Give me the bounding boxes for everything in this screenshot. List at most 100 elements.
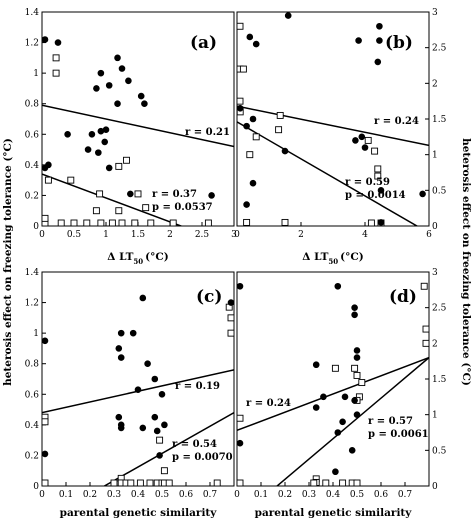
panel-c: 0 0.1 0.2 0.3 0.4 0.5 0.6 0.7 0 0.2 0.4 0.6 0.8 1 1.2 1… (25, 268, 235, 519)
panel-a-filled-circle-point (125, 77, 132, 85)
panel-d-open-square-point (236, 414, 244, 422)
panel-c-open-square-point (156, 436, 164, 444)
panel-d-filled-circle-point (353, 354, 361, 361)
panel-c-open-square-point (41, 418, 49, 426)
panel-a-annotation-r2: r = 0.37 (152, 189, 197, 200)
panel-a-open-square-point (70, 219, 78, 227)
panel-c-fit-line-2 (104, 411, 234, 486)
panel-d-filled-circle-point (353, 347, 361, 354)
panel-d-y-tick-label: 1.5 (432, 375, 447, 385)
panel-c-x-tick-label: 0 (39, 490, 45, 500)
panel-b-filled-circle-point (284, 12, 292, 19)
panel-b-x-tick-label: 0 (234, 230, 240, 240)
panel-b-open-square-point (367, 219, 375, 227)
panel-b-x-axis-title-unit: (°C) (340, 251, 364, 263)
panel-d-x-tick-label: 0.6 (374, 490, 389, 500)
panel-d-y-tick-label: 3 (432, 268, 438, 278)
panel-b-marks: 0 2 4 600.511.522.53 (234, 8, 446, 240)
panel-c-x-tick-label: 0.1 (59, 490, 73, 500)
panel-a-filled-circle-point (54, 39, 62, 46)
panel-a-filled-circle-point (105, 82, 113, 89)
panel-b-filled-circle-point (419, 190, 426, 198)
panel-a-filled-circle-point (141, 100, 148, 108)
panel-c-open-square-point (160, 467, 168, 475)
panel-d-x-tick-label: 0.7 (398, 490, 413, 500)
panel-d-open-square-point (353, 479, 361, 487)
panel-b-y-tick-label: 3 (432, 8, 438, 18)
panel-a-open-square-point (204, 219, 212, 227)
panel-b-open-square-point (243, 218, 251, 226)
panel-a-open-square-point (115, 207, 123, 215)
panel-d-filled-circle-point (339, 418, 346, 426)
panel-c-filled-circle-point (117, 424, 125, 432)
panel-a-open-square-point (115, 162, 123, 170)
panel-d-fit-line-1 (237, 356, 429, 432)
left-y-axis-title: heterosis effect on freezing tolerance (… (2, 138, 14, 386)
panel-a-x-axis-title-main: Δ LT (107, 251, 133, 263)
panel-c-open-square-point (146, 479, 154, 487)
panel-d-open-square-point (331, 364, 339, 372)
panel-c-open-square-point (127, 479, 135, 487)
panel-c-y-tick-label: 1.4 (25, 268, 40, 278)
panel-a-x-tick-label: 0.5 (67, 230, 82, 240)
panel-d-filled-circle-point (351, 311, 358, 319)
panel-c-filled-circle-point (153, 427, 161, 435)
panel-c-filled-circle-point (158, 390, 166, 398)
panel-a-filled-circle-point (105, 164, 113, 172)
panel-c-open-square-point (110, 479, 118, 487)
panel-c-filled-circle-point (115, 345, 123, 352)
panel-b-x-tick-label: 4 (362, 230, 368, 240)
panel-b-filled-circle-point (243, 122, 250, 130)
panel-b-open-square-point (364, 136, 372, 144)
panel-c-filled-circle-point (115, 413, 123, 421)
panel-a: 0 0.5 1 1.5 2 2.5 300.20.40.60.811.21.4 (a) r … (25, 8, 237, 266)
panel-d-x-tick-label: 0.3 (302, 490, 317, 500)
panel-a-x-axis-title-unit: (°C) (145, 251, 169, 263)
panel-a-open-square-point (83, 219, 91, 227)
panel-c-open-square-point (136, 479, 144, 487)
panel-b-x-axis-title-sub: 50 (328, 257, 338, 266)
panel-a-x-tick-label: 2 (167, 230, 173, 240)
panel-c-annotation-p: p = 0.0070 (172, 452, 233, 463)
panel-d-filled-circle-point (332, 468, 339, 476)
panel-b-open-square-point (246, 151, 254, 159)
panel-b-filled-circle-point (377, 219, 385, 226)
panel-a-open-square-point (44, 176, 52, 184)
panel-a-filled-circle-point (88, 130, 96, 138)
panel-a-y-tick-label: 0.6 (25, 130, 40, 140)
panel-d-x-tick-label: 0.5 (350, 490, 365, 500)
panel-c-filled-circle-point (151, 413, 159, 421)
panel-c-y-tick-label: 0.2 (25, 451, 39, 461)
panel-b-y-tick-label: 0 (432, 222, 438, 232)
panel-b-filled-circle-point (249, 115, 257, 123)
panel-a-filled-circle-point (118, 65, 126, 72)
panel-a-label: (a) (190, 33, 217, 53)
panel-c-open-square-point (41, 479, 49, 487)
panel-b-label: (b) (385, 33, 413, 53)
panel-d-filled-circle-point (312, 361, 320, 369)
panel-a-annotation-r1: r = 0.21 (185, 127, 230, 138)
panel-b-x-tick-label: 2 (298, 230, 304, 240)
panel-a-open-square-point (41, 214, 49, 222)
panel-a-open-square-point (134, 190, 142, 198)
panel-d-filled-circle-point (320, 393, 327, 401)
panel-a-x-tick-label: 0 (39, 230, 45, 240)
panel-c-annotation-r1: r = 0.19 (175, 381, 220, 392)
panel-a-marks: 0 0.5 1 1.5 2 2.5 300.20.40.60.811.21.4 (25, 8, 237, 240)
panel-d-open-square-point (236, 479, 244, 487)
panel-a-open-square-point (142, 204, 150, 212)
panel-a-fit-line-1 (42, 104, 234, 148)
panel-d-open-square-point (339, 479, 347, 487)
panel-b-y-tick-label: 1.5 (432, 115, 447, 125)
panel-c-filled-circle-point (117, 329, 125, 337)
panel-b-open-square-point (236, 97, 244, 105)
panel-a-filled-circle-point (208, 192, 215, 199)
panel-d-y-tick-label: 2.5 (432, 304, 447, 314)
panel-b-open-square-point (374, 165, 382, 173)
panel-d-filled-circle-point (353, 411, 361, 418)
panel-b-filled-circle-point (374, 58, 382, 66)
panel-a-open-square-point (52, 69, 60, 77)
right-y-axis-title: heterosis effect on freezing tolerance (… (460, 138, 472, 386)
panel-b-open-square-point (281, 218, 289, 226)
panel-b-filled-circle-point (249, 179, 257, 187)
